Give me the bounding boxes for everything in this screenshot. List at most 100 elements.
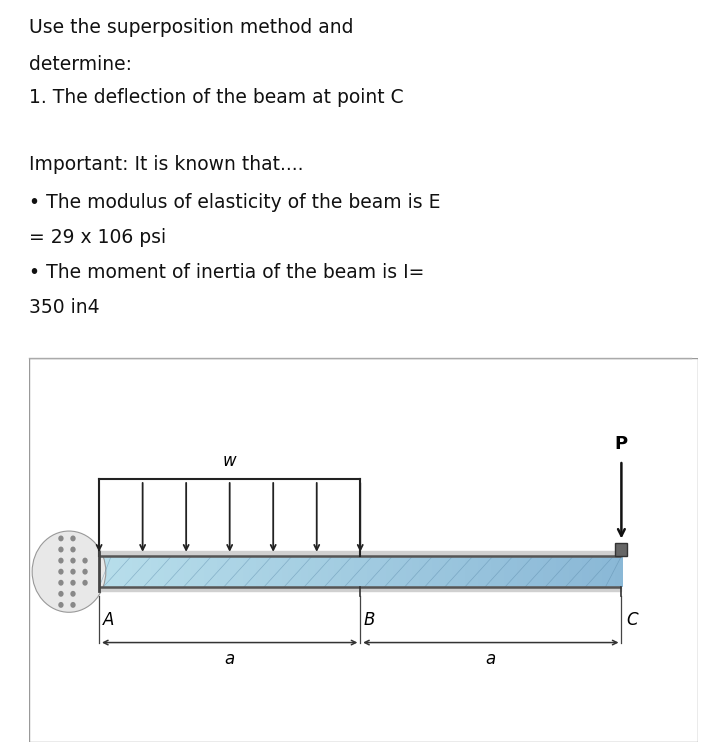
Text: 1. The deflection of the beam at point C: 1. The deflection of the beam at point C <box>29 88 403 107</box>
Bar <box>204 557 212 587</box>
Bar <box>504 557 512 587</box>
Bar <box>360 557 368 587</box>
Text: C: C <box>626 610 639 629</box>
Circle shape <box>71 591 76 597</box>
Bar <box>491 557 499 587</box>
Circle shape <box>58 602 63 608</box>
Bar <box>589 557 597 587</box>
Bar <box>602 557 610 587</box>
Bar <box>341 557 348 587</box>
Circle shape <box>58 547 63 553</box>
Bar <box>582 557 590 587</box>
Bar <box>387 557 395 587</box>
Bar <box>347 557 355 587</box>
Bar <box>354 557 361 587</box>
Bar <box>366 557 374 587</box>
Bar <box>510 557 518 587</box>
Bar <box>275 557 283 587</box>
Bar <box>616 543 627 557</box>
Circle shape <box>71 536 76 542</box>
Bar <box>302 557 310 587</box>
Bar <box>236 557 244 587</box>
Bar <box>523 557 531 587</box>
Bar <box>615 557 623 587</box>
Bar <box>445 557 453 587</box>
Circle shape <box>58 568 63 574</box>
Bar <box>217 557 225 587</box>
Bar <box>536 557 544 587</box>
Text: 350 in4: 350 in4 <box>29 298 99 317</box>
Bar <box>426 557 433 587</box>
Bar <box>413 557 420 587</box>
Circle shape <box>71 558 76 563</box>
Text: P: P <box>615 434 628 453</box>
Text: w: w <box>223 452 236 470</box>
Bar <box>315 557 323 587</box>
Bar <box>282 557 289 587</box>
Circle shape <box>58 591 63 597</box>
Bar <box>308 557 316 587</box>
Bar <box>138 557 146 587</box>
Circle shape <box>32 531 106 612</box>
Circle shape <box>71 568 76 574</box>
Bar <box>191 557 199 587</box>
Bar <box>145 557 153 587</box>
Bar <box>406 557 414 587</box>
Bar <box>608 557 616 587</box>
Bar <box>478 557 485 587</box>
Text: Use the superposition method and: Use the superposition method and <box>29 18 354 37</box>
Bar <box>556 557 564 587</box>
Text: a: a <box>225 650 235 668</box>
Bar <box>289 557 297 587</box>
Bar <box>295 557 303 587</box>
Circle shape <box>58 580 63 586</box>
Bar <box>151 557 159 587</box>
Bar <box>498 557 505 587</box>
Circle shape <box>71 547 76 553</box>
Bar <box>269 557 276 587</box>
Bar <box>99 557 107 587</box>
Text: a: a <box>486 650 496 668</box>
Bar <box>164 557 172 587</box>
Circle shape <box>58 558 63 563</box>
Bar <box>262 557 270 587</box>
Circle shape <box>82 558 88 563</box>
Bar <box>230 557 238 587</box>
Bar <box>485 557 492 587</box>
Bar <box>576 557 584 587</box>
Circle shape <box>82 580 88 586</box>
Text: determine:: determine: <box>29 55 132 74</box>
Bar <box>451 557 459 587</box>
Bar <box>197 557 205 587</box>
Text: = 29 x 106 psi: = 29 x 106 psi <box>29 228 166 247</box>
Text: • The modulus of elasticity of the beam is E: • The modulus of elasticity of the beam … <box>29 193 441 212</box>
Bar <box>380 557 387 587</box>
Bar <box>562 557 570 587</box>
Bar <box>393 557 401 587</box>
Bar <box>458 557 466 587</box>
Bar <box>464 557 472 587</box>
Circle shape <box>82 568 88 574</box>
Bar <box>119 557 127 587</box>
Bar <box>321 557 329 587</box>
Bar <box>112 557 120 587</box>
Bar <box>400 557 408 587</box>
Circle shape <box>71 580 76 586</box>
Circle shape <box>71 602 76 608</box>
Bar <box>570 557 577 587</box>
Bar <box>543 557 551 587</box>
Bar <box>432 557 440 587</box>
Bar <box>334 557 342 587</box>
Bar <box>595 557 603 587</box>
Bar <box>256 557 264 587</box>
Circle shape <box>58 536 63 542</box>
Bar <box>177 557 185 587</box>
Bar <box>549 557 557 587</box>
Bar <box>106 557 114 587</box>
Bar <box>249 557 257 587</box>
Text: • The moment of inertia of the beam is I=: • The moment of inertia of the beam is I… <box>29 263 424 282</box>
Text: A: A <box>102 610 114 629</box>
Bar <box>419 557 427 587</box>
Bar <box>132 557 140 587</box>
Bar <box>328 557 336 587</box>
